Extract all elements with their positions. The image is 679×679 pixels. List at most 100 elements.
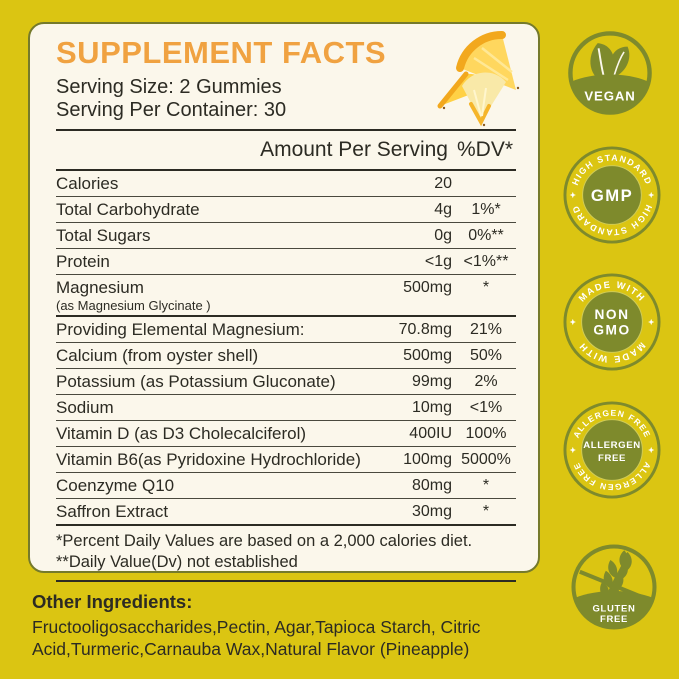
pineapple-speck (516, 86, 520, 90)
nutrient-amount: 400IU (409, 425, 452, 442)
non-gmo-label-line2: GMO (593, 323, 630, 338)
star-icon (648, 318, 655, 326)
other-ingredients-heading: Other Ingredients: (32, 591, 193, 612)
pineapple-speck (482, 123, 486, 127)
nutrient-name-cell: Total Sugars (56, 226, 382, 246)
nutrient-amount: 100mg (403, 451, 452, 468)
nutrient-dv: 100% (465, 425, 507, 442)
facts-row: Calories 20 (56, 171, 516, 197)
nutrient-name-cell: Vitamin B6(as Pyridoxine Hydrochloride) (56, 450, 382, 470)
nutrient-name: Saffron Extract (56, 502, 169, 521)
star-icon (569, 318, 576, 326)
badge-ground-band (571, 74, 649, 114)
nutrient-name: Magnesium (56, 278, 144, 297)
nutrient-amount: 20 (434, 175, 452, 192)
nutrient-name-cell: Total Carbohydrate (56, 200, 382, 220)
nutrient-dv: 1%* (471, 201, 501, 218)
pineapple-wedge-skin (456, 30, 506, 72)
pineapple-wedge-skin (469, 102, 491, 127)
gluten-free-badge: GLUTEN FREE (569, 542, 659, 632)
nutrient-amount: 30mg (411, 503, 452, 520)
badge-circle (563, 401, 661, 499)
divider (56, 169, 516, 171)
non-gmo-badge: MADE WITH MADE WITH NON GMO (563, 273, 661, 371)
nutrient-name: Providing Elemental Magnesium: (56, 320, 305, 339)
facts-row: Total Sugars 0g 0%** (56, 223, 516, 249)
gmp-badge: HIGH STANDARD HIGH STANDARD GMP (563, 146, 661, 244)
nutrient-name: Protein (56, 252, 110, 271)
facts-row: Protein <1g <1%** (56, 249, 516, 275)
footnotes: *Percent Daily Values are based on a 2,0… (56, 524, 516, 582)
star-icon (569, 191, 576, 199)
badge-circle (571, 544, 657, 630)
nutrient-name: Vitamin B6(as Pyridoxine Hydrochloride) (56, 450, 361, 469)
divider (56, 129, 516, 131)
allergen-free-label-line1: ALLERGEN (583, 440, 640, 451)
star-icon (648, 191, 655, 199)
leaf-icon (609, 46, 630, 79)
non-gmo-label-line1: NON (595, 307, 630, 322)
badge-inner-circle (581, 291, 643, 353)
leaf-vein (613, 51, 625, 75)
nutrient-name: Total Carbohydrate (56, 200, 200, 219)
nutrient-name: Potassium (as Potassium Gluconate) (56, 372, 336, 391)
gluten-free-label-line1: GLUTEN (592, 603, 635, 614)
vegan-badge: VEGAN (566, 29, 654, 117)
facts-row: Total Carbohydrate 4g 1%* (56, 197, 516, 223)
nutrient-name-cell: Calcium (from oyster shell) (56, 346, 382, 366)
serving-info: Serving Size: 2 Gummies Serving Per Cont… (56, 76, 516, 122)
nutrient-dv: * (482, 503, 490, 520)
nutrient-amount: 99mg (411, 373, 452, 390)
other-ingredients-text: Fructooligosaccharides,Pectin, Agar,Tapi… (32, 617, 481, 659)
nutrient-dv: 21% (469, 321, 503, 338)
pineapple-wedge-skin (437, 71, 469, 109)
facts-row: Coenzyme Q10 80mg * (56, 473, 516, 499)
nutrient-name: Sodium (56, 398, 114, 417)
nutrient-dv: * (482, 279, 490, 296)
nutrient-name-cell: Vitamin D (as D3 Cholecalciferol) (56, 424, 382, 444)
footnote-dv: *Percent Daily Values are based on a 2,0… (56, 532, 473, 550)
pineapple-streaks (473, 87, 487, 117)
nutrient-name: Coenzyme Q10 (56, 476, 175, 495)
badge-inner-circle (581, 419, 643, 481)
header-dv: %DV* (456, 138, 514, 161)
star-icon (648, 446, 655, 454)
nutrient-name-cell: Sodium (56, 398, 382, 418)
pineapple-speck (442, 106, 446, 110)
allergen-free-badge: ALLERGEN FREE ALLERGEN FREE ALLERGEN FRE… (563, 401, 661, 499)
badge-circle (563, 273, 661, 371)
facts-rows: Calories 20 Total Carbohydrate 4g 1%* To… (56, 171, 516, 524)
allergen-free-label-line2: FREE (598, 453, 626, 464)
pineapple-slices-image (437, 30, 520, 127)
badge-circle (563, 146, 661, 244)
footnote-not-established: **Daily Value(Dv) not established (56, 553, 298, 571)
nutrient-name-cell: Providing Elemental Magnesium: (56, 320, 382, 340)
nutrient-amount: 0g (434, 227, 452, 244)
nutrient-name-cell: Potassium (as Potassium Gluconate) (56, 372, 382, 392)
nutrient-dv: <1% (469, 399, 503, 416)
badge-inner-circle (582, 165, 642, 225)
nutrient-amount: 70.8mg (398, 321, 452, 338)
nutrient-dv: 0%** (468, 227, 504, 244)
facts-row: Vitamin D (as D3 Cholecalciferol) 400IU … (56, 421, 516, 447)
gmp-label: GMP (591, 186, 633, 205)
supplement-facts-panel: SUPPLEMENT FACTS Serving Size: 2 Gummies… (28, 22, 540, 582)
facts-row: Saffron Extract 30mg * (56, 499, 516, 524)
nutrient-dv: <1%** (463, 253, 509, 270)
facts-row: Sodium 10mg <1% (56, 395, 516, 421)
facts-table-header: Amount Per Serving %DV* (56, 131, 516, 169)
nutrient-amount: 500mg (403, 347, 452, 364)
facts-row: Vitamin B6(as Pyridoxine Hydrochloride) … (56, 447, 516, 473)
nutrient-amount: 500mg (403, 279, 452, 296)
pineapple-streaks (473, 47, 513, 82)
nutrient-name-cell: Coenzyme Q10 (56, 476, 382, 496)
nutrient-name-cell: Magnesium (as Magnesium Glycinate ) (56, 278, 382, 313)
leaf-icon (590, 43, 615, 84)
panel-title: SUPPLEMENT FACTS (56, 35, 387, 70)
serving-size: Serving Size: 2 Gummies (56, 76, 282, 98)
nutrient-dv: 5000% (461, 451, 511, 468)
nutrient-dv: 50% (469, 347, 503, 364)
nutrient-name-cell: Saffron Extract (56, 502, 382, 522)
facts-row: Potassium (as Potassium Gluconate) 99mg … (56, 369, 516, 395)
nutrient-name: Total Sugars (56, 226, 151, 245)
